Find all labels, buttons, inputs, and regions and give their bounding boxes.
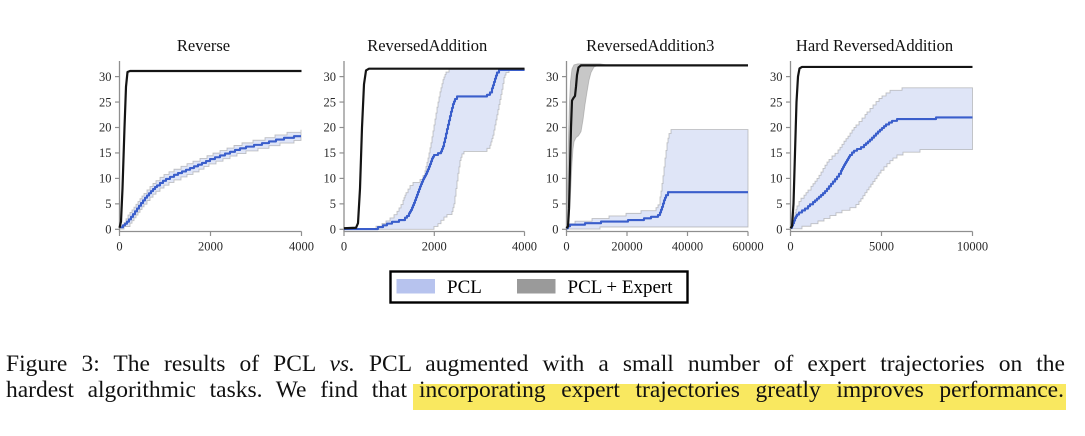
svg-text:0: 0 bbox=[776, 223, 782, 237]
svg-text:10: 10 bbox=[99, 172, 112, 186]
svg-text:ReversedAddition: ReversedAddition bbox=[367, 36, 487, 55]
svg-text:25: 25 bbox=[324, 95, 337, 109]
svg-text:4000: 4000 bbox=[289, 240, 314, 254]
svg-text:2000: 2000 bbox=[198, 240, 223, 254]
svg-text:0: 0 bbox=[552, 223, 558, 237]
svg-text:0: 0 bbox=[787, 240, 793, 254]
svg-text:5: 5 bbox=[330, 197, 336, 211]
svg-text:10: 10 bbox=[324, 172, 337, 186]
svg-text:15: 15 bbox=[770, 146, 783, 160]
svg-text:5: 5 bbox=[105, 197, 111, 211]
svg-text:25: 25 bbox=[770, 95, 783, 109]
svg-text:25: 25 bbox=[99, 95, 112, 109]
svg-text:20: 20 bbox=[99, 121, 112, 135]
svg-text:0: 0 bbox=[105, 223, 111, 237]
svg-text:10000: 10000 bbox=[957, 240, 988, 254]
svg-text:20: 20 bbox=[770, 121, 783, 135]
svg-text:0: 0 bbox=[116, 240, 122, 254]
svg-text:ReversedAddition3: ReversedAddition3 bbox=[586, 36, 714, 55]
svg-text:0: 0 bbox=[563, 240, 569, 254]
svg-text:40000: 40000 bbox=[672, 240, 703, 254]
svg-text:0: 0 bbox=[330, 223, 336, 237]
svg-text:10: 10 bbox=[546, 172, 559, 186]
svg-text:20: 20 bbox=[546, 121, 559, 135]
svg-text:PCL: PCL bbox=[447, 277, 482, 298]
svg-text:30: 30 bbox=[99, 70, 112, 84]
svg-text:60000: 60000 bbox=[732, 240, 763, 254]
svg-text:20000: 20000 bbox=[611, 240, 642, 254]
svg-text:30: 30 bbox=[546, 70, 559, 84]
svg-text:20: 20 bbox=[324, 121, 337, 135]
svg-text:Reverse: Reverse bbox=[177, 36, 230, 55]
svg-text:15: 15 bbox=[99, 146, 112, 160]
svg-text:PCL + Expert: PCL + Expert bbox=[568, 277, 674, 298]
svg-text:0: 0 bbox=[341, 240, 347, 254]
svg-text:25: 25 bbox=[546, 95, 559, 109]
svg-text:30: 30 bbox=[324, 70, 337, 84]
svg-text:5000: 5000 bbox=[869, 240, 894, 254]
svg-text:2000: 2000 bbox=[422, 240, 447, 254]
svg-text:5: 5 bbox=[552, 197, 558, 211]
svg-text:30: 30 bbox=[770, 70, 783, 84]
svg-text:10: 10 bbox=[770, 172, 783, 186]
svg-text:15: 15 bbox=[546, 146, 559, 160]
svg-text:15: 15 bbox=[324, 146, 337, 160]
svg-text:4000: 4000 bbox=[512, 240, 537, 254]
svg-text:5: 5 bbox=[776, 197, 782, 211]
svg-text:Hard ReversedAddition: Hard ReversedAddition bbox=[796, 36, 953, 55]
